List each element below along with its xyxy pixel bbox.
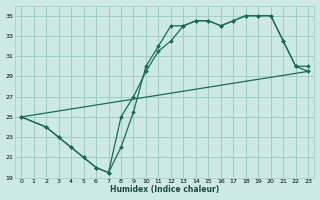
X-axis label: Humidex (Indice chaleur): Humidex (Indice chaleur) <box>110 185 219 194</box>
